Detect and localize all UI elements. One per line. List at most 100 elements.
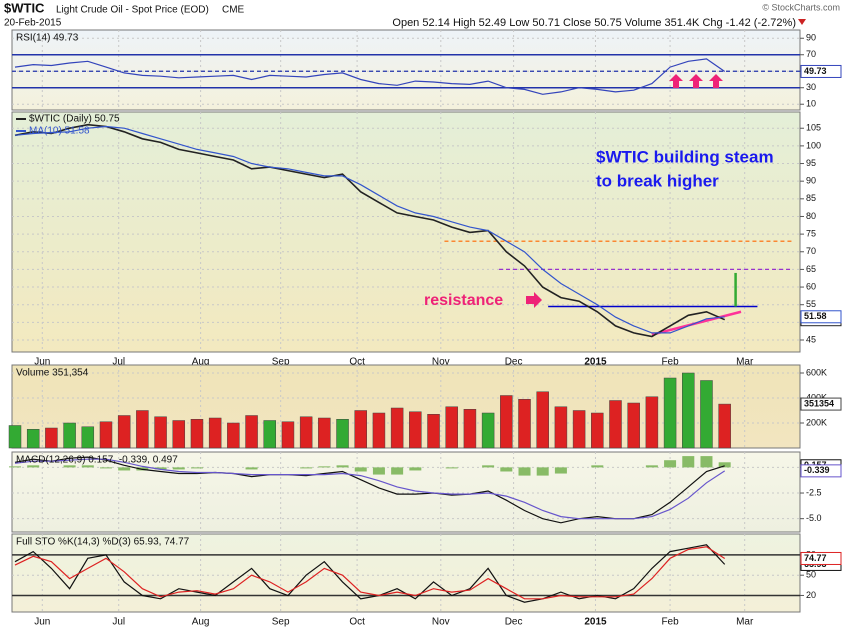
bar [281,421,295,449]
bar [482,465,495,468]
y-tick-label: 75 [806,228,816,238]
series-line [14,58,726,95]
bar [136,410,149,449]
last-value-label: 49.73 [804,66,827,76]
x-tick-label: Jun [34,357,50,368]
y-tick-label: 95 [806,158,816,168]
date: 20-Feb-2015 [4,18,62,29]
bar [664,460,677,468]
y-tick-label: 90 [806,176,816,186]
bar [190,467,203,469]
y-tick-label: 85 [806,193,816,203]
bar [500,467,513,472]
bar [172,420,186,449]
series-line [14,123,726,338]
y-tick-label: 70 [806,49,816,59]
x-tick-label: Aug [192,617,210,628]
x-tick-label: Dec [505,617,523,628]
bar [245,467,258,470]
bar [190,419,204,449]
x-tick-label: Nov [432,357,450,368]
bar [27,465,40,468]
y-tick-label: 400K [806,392,827,402]
x-tick-label: Mar [736,357,754,368]
bar [445,467,458,469]
x-tick-label: Aug [192,357,210,368]
bar [227,422,240,449]
series-line [14,458,726,520]
panel-title: MACD(12,26,9) 0.157, -0.339, 0.497 [16,455,178,466]
bar [591,412,604,449]
y-tick-label: -2.5 [806,487,822,497]
x-tick-label: 2015 [584,617,607,628]
arrow [526,292,542,308]
bar [645,396,659,449]
bar [300,467,313,469]
bar [81,426,95,449]
bar [299,416,313,449]
panel-background [11,29,801,111]
bar [609,400,622,449]
x-tick-label: Mar [736,617,754,628]
bar [118,467,131,471]
bar [99,467,112,469]
bar [8,425,22,449]
bar [518,399,531,449]
bar [391,467,404,475]
legend-label: $WTIC (Daily) 50.75 [29,114,120,125]
bar [154,416,167,449]
y-tick-label: 50 [806,570,816,580]
y-tick-label: 200K [806,417,827,427]
y-tick-label: 65 [806,264,816,274]
arrow [709,74,723,88]
watermark: © StockCharts.com [762,2,840,12]
x-tick-label: Jul [112,357,125,368]
bar [700,380,713,449]
y-tick-label: 20 [806,590,816,600]
value-box [800,310,842,324]
last-value-label: 51.58 [804,311,827,321]
bar [45,427,58,449]
bar [536,391,549,449]
y-tick-label: 600K [806,367,827,377]
bar [700,456,713,468]
symbol: $WTIC [4,0,45,15]
x-tick-label: Feb [661,617,679,628]
bar [481,412,495,449]
bar [718,462,731,468]
last-value-label: 351354 [804,398,834,408]
value-box [800,64,842,78]
legend-label: MA(10) 51.58 [29,126,90,137]
bar [372,412,386,449]
bar [572,410,586,449]
bar [372,467,385,475]
bar [63,465,76,468]
bar [117,415,131,449]
bar [63,422,76,449]
down-arrow [798,19,806,25]
bar [427,414,440,449]
bar [390,407,404,449]
x-tick-label: Nov [432,617,450,628]
y-tick-label: 105 [806,123,821,133]
bar [682,372,695,449]
panels: 90 70 50 30 10 49.73 RSI(14) 49.73 105 100 95 90 85… [8,29,842,628]
bar [172,467,185,470]
bar [645,465,658,468]
bar [9,466,21,468]
last-value-label: 74.77 [804,553,827,563]
value-box [800,464,842,478]
bar [682,456,695,468]
bar [208,417,222,449]
x-tick-label: Feb [661,357,679,368]
series-line [14,456,725,524]
bar [99,421,113,449]
bar [26,429,40,449]
bar [354,467,367,472]
y-tick-label: 55 [806,299,816,309]
bar [445,406,458,449]
annotation: resistance [424,292,503,309]
y-tick-label: 45 [806,334,816,344]
exchange: CME [222,5,245,16]
panel-title: RSI(14) 49.73 [16,33,79,44]
